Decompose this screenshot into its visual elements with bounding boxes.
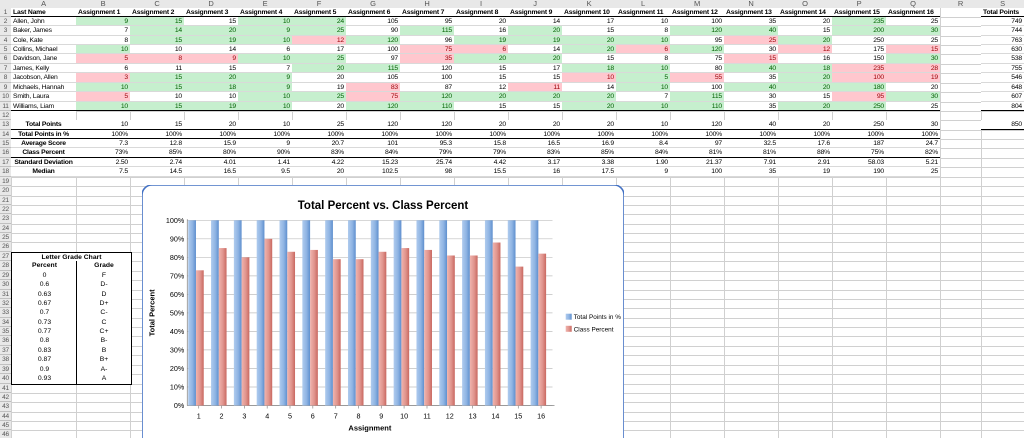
svg-text:50%: 50% (170, 308, 185, 317)
svg-text:14: 14 (491, 412, 499, 421)
svg-text:2: 2 (220, 412, 224, 421)
svg-text:Total Percent: Total Percent (148, 289, 157, 336)
svg-text:13: 13 (469, 412, 477, 421)
svg-text:70%: 70% (170, 271, 185, 280)
svg-text:20%: 20% (170, 364, 185, 373)
svg-text:10: 10 (400, 412, 408, 421)
svg-text:Class Percent: Class Percent (574, 326, 614, 333)
svg-text:1: 1 (197, 412, 201, 421)
svg-text:Total Points in %: Total Points in % (574, 314, 622, 321)
svg-text:100%: 100% (166, 216, 185, 225)
svg-text:5: 5 (288, 412, 292, 421)
svg-text:11: 11 (423, 412, 430, 421)
svg-text:9: 9 (379, 412, 383, 421)
svg-text:6: 6 (311, 412, 315, 421)
svg-text:10%: 10% (170, 383, 185, 392)
svg-text:4: 4 (265, 412, 269, 421)
svg-text:Total Percent vs. Class Percen: Total Percent vs. Class Percent (298, 200, 469, 212)
svg-text:30%: 30% (170, 345, 185, 354)
svg-text:3: 3 (242, 412, 246, 421)
svg-text:15: 15 (514, 412, 522, 421)
svg-text:Assignment: Assignment (348, 424, 391, 433)
svg-text:16: 16 (537, 412, 545, 421)
svg-text:0%: 0% (174, 401, 185, 410)
svg-text:60%: 60% (170, 290, 185, 299)
svg-text:8: 8 (357, 412, 361, 421)
svg-text:7: 7 (334, 412, 338, 421)
svg-text:12: 12 (446, 412, 454, 421)
svg-text:90%: 90% (170, 234, 185, 243)
svg-text:80%: 80% (170, 253, 185, 262)
svg-text:40%: 40% (170, 327, 185, 336)
